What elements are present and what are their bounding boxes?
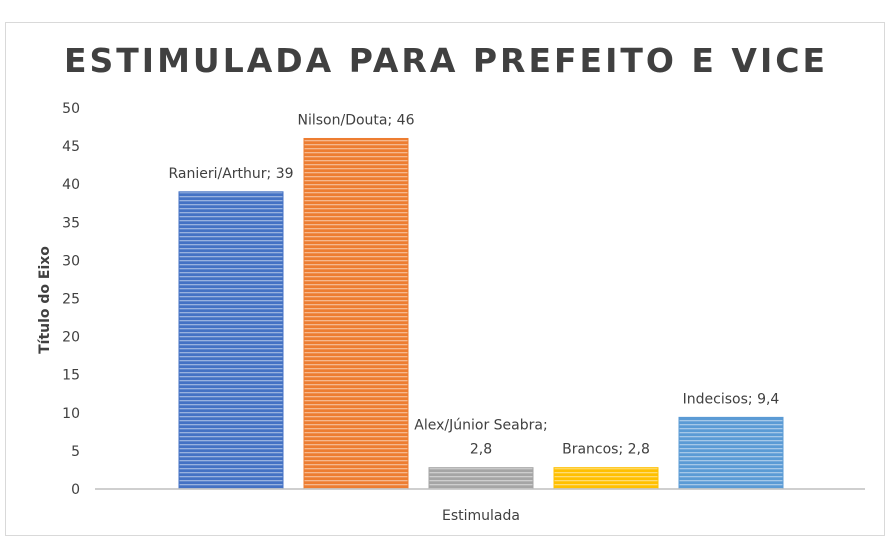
data-label: Ranieri/Arthur; 39: [168, 166, 293, 182]
chart-frame: [5, 22, 885, 536]
data-label: Brancos; 2,8: [562, 442, 650, 458]
y-tick-label: 20: [62, 330, 80, 346]
y-tick-label: 40: [62, 177, 80, 193]
x-axis-label: Estimulada: [442, 508, 520, 524]
y-tick-label: 25: [62, 292, 80, 308]
data-label: Nilson/Douta; 46: [298, 112, 415, 128]
y-tick-label: 10: [62, 406, 80, 422]
y-tick-label: 15: [62, 368, 80, 384]
bar-brancos: [553, 467, 659, 490]
y-tick-label: 45: [62, 139, 80, 155]
bar-ranieri-arthur: [178, 191, 284, 490]
y-tick-label: 5: [71, 444, 80, 460]
y-axis-label: Título do Eixo: [37, 246, 53, 354]
data-label: Alex/Júnior Seabra;: [414, 418, 547, 434]
y-tick-label: 30: [62, 253, 80, 269]
bar-nilson-douta: [303, 137, 409, 490]
data-label: Indecisos; 9,4: [683, 391, 780, 407]
chart-title: ESTIMULADA PARA PREFEITO E VICE: [64, 41, 828, 80]
y-tick-label: 50: [62, 101, 80, 117]
data-label: 2,8: [470, 442, 492, 458]
bar-alex-j-nior-seabra: [428, 467, 534, 490]
y-tick-label: 35: [62, 215, 80, 231]
y-tick-label: 0: [71, 482, 80, 498]
bar-indecisos: [678, 416, 784, 490]
